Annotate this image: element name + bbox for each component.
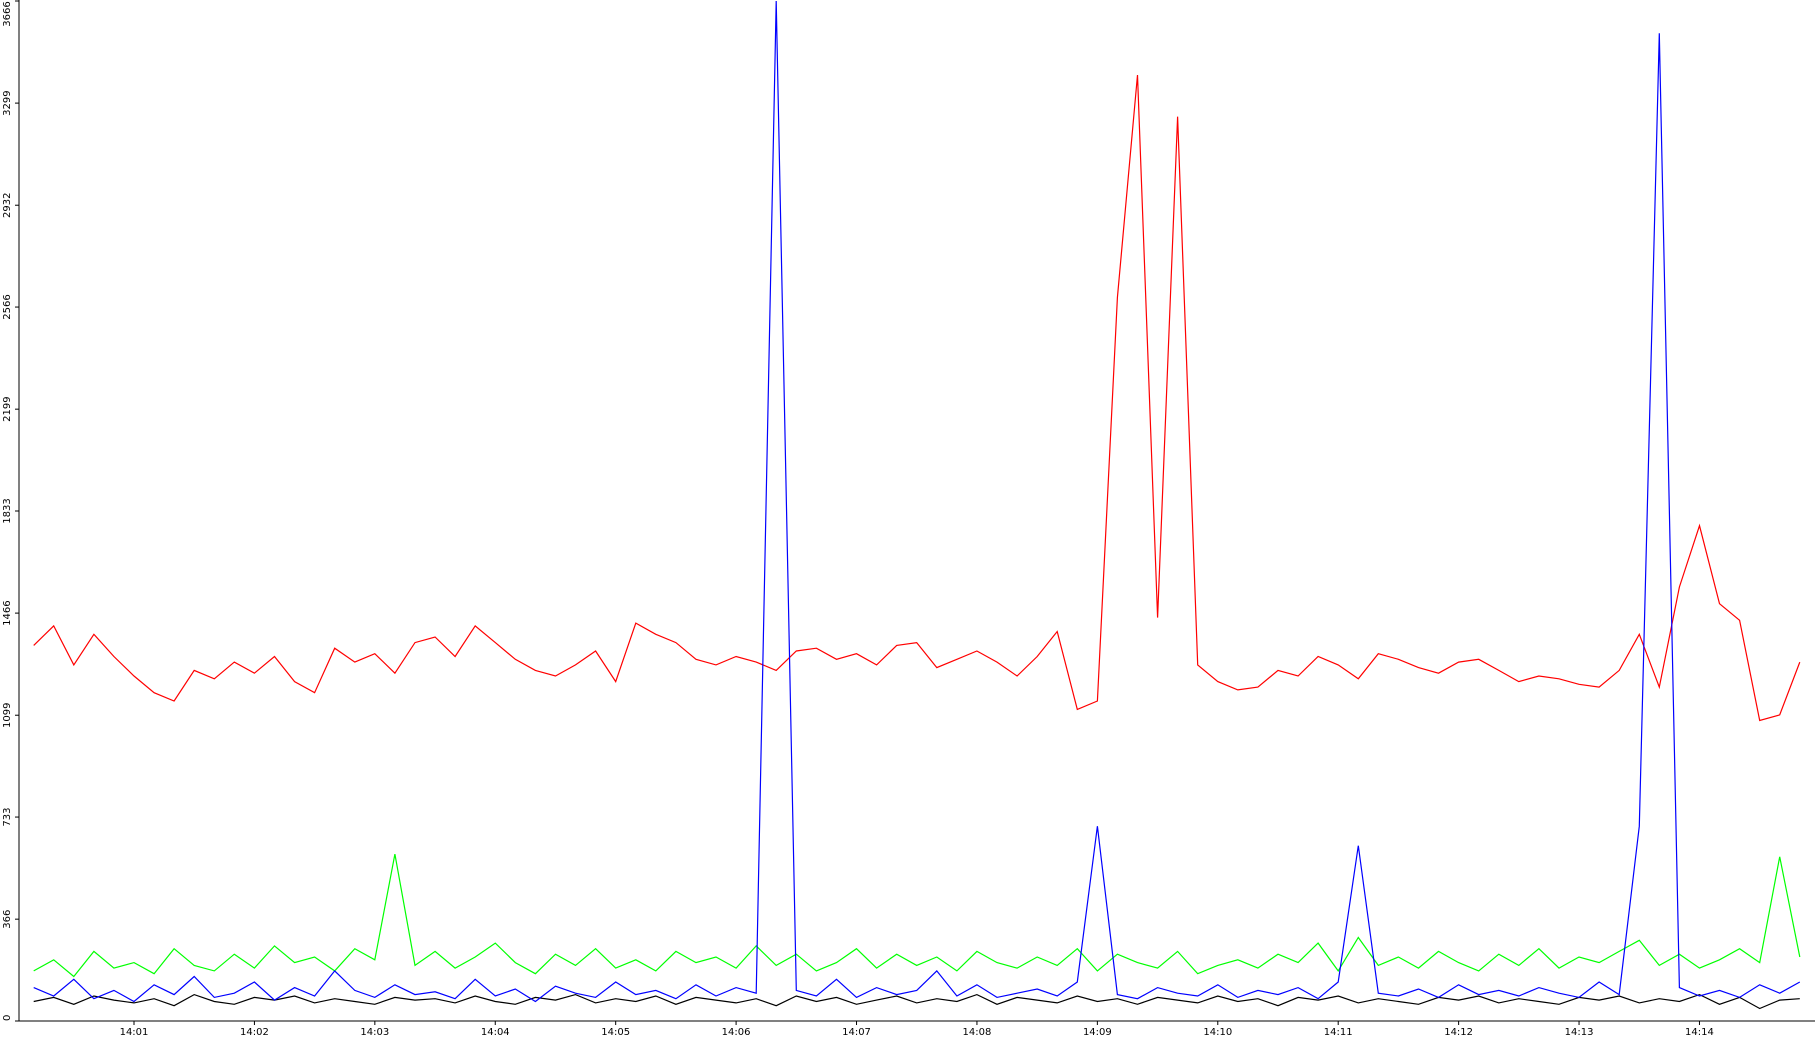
y-tick-label: 1099: [2, 702, 13, 727]
x-tick-label: 14:14: [1685, 1027, 1714, 1038]
x-tick-label: 14:09: [1083, 1027, 1112, 1038]
y-tick-label: 1466: [2, 600, 13, 625]
x-tick-label: 14:08: [963, 1027, 992, 1038]
y-tick-label: 2566: [2, 294, 13, 319]
series-line: [33, 993, 1800, 1010]
x-tick-label: 14:12: [1444, 1027, 1473, 1038]
y-tick-label: 2199: [2, 396, 13, 421]
series-line: [33, 74, 1801, 722]
series-line: [33, 853, 1801, 978]
x-tick-label: 14:05: [601, 1027, 630, 1038]
x-tick-label: 14:02: [240, 1027, 269, 1038]
y-tick-label: 2932: [2, 192, 13, 217]
y-tick-label: 3299: [2, 90, 13, 115]
y-tick-label: 3666: [2, 1, 13, 26]
y-tick-label: 366: [2, 910, 13, 929]
x-tick-label: 14:07: [842, 1027, 871, 1038]
series-line: [33, 0, 1801, 1003]
x-tick-label: 14:04: [481, 1027, 510, 1038]
x-tick-label: 14:13: [1565, 1027, 1594, 1038]
y-tick-label: 1833: [2, 498, 13, 523]
x-tick-label: 14:11: [1324, 1027, 1353, 1038]
x-tick-label: 14:03: [360, 1027, 389, 1038]
y-tick-label: 0: [2, 1015, 13, 1021]
y-tick-label: 733: [2, 808, 13, 827]
x-tick-label: 14:06: [722, 1027, 751, 1038]
x-tick-label: 14:10: [1203, 1027, 1232, 1038]
x-tick-label: 14:01: [120, 1027, 149, 1038]
